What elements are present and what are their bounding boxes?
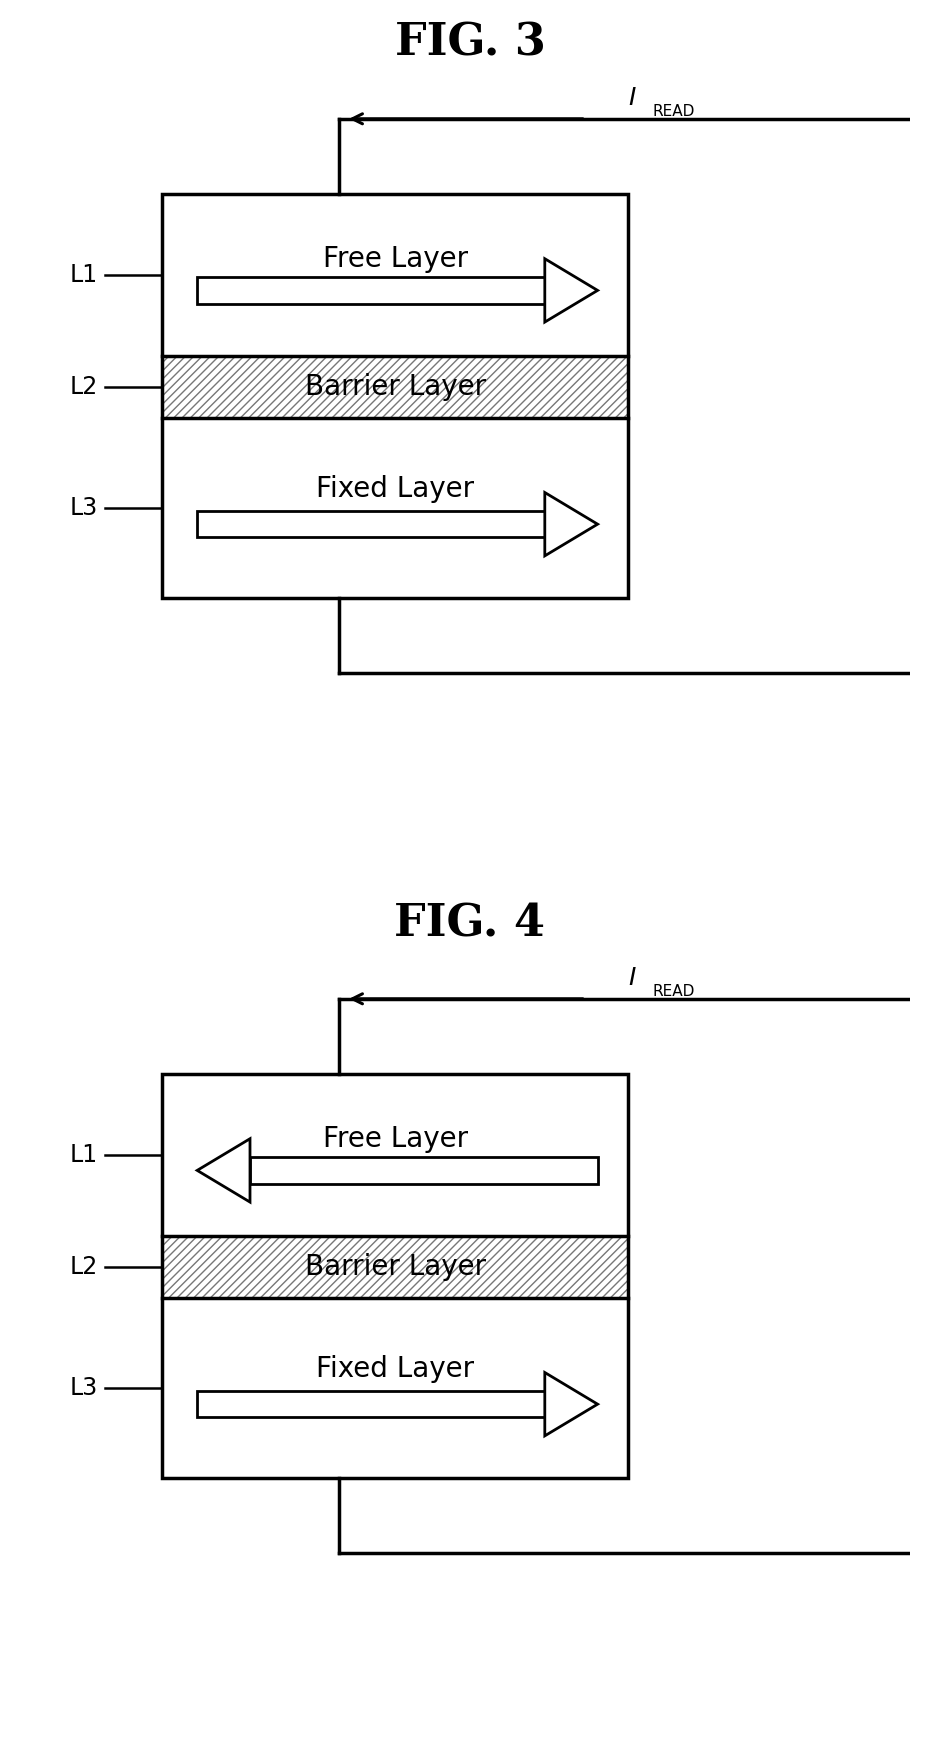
Text: Fixed Layer: Fixed Layer xyxy=(316,475,475,503)
Bar xyxy=(162,1299,629,1478)
Bar xyxy=(162,419,629,598)
Polygon shape xyxy=(545,493,598,556)
Polygon shape xyxy=(197,510,545,537)
Text: Fixed Layer: Fixed Layer xyxy=(316,1355,475,1383)
Polygon shape xyxy=(545,259,598,322)
Text: L2: L2 xyxy=(70,375,98,400)
Text: $I$: $I$ xyxy=(629,86,637,109)
Polygon shape xyxy=(197,1390,545,1417)
Polygon shape xyxy=(250,1158,598,1183)
Text: Free Layer: Free Layer xyxy=(322,245,468,273)
Text: FIG. 3: FIG. 3 xyxy=(395,21,545,65)
Polygon shape xyxy=(545,1373,598,1436)
Text: READ: READ xyxy=(652,984,695,998)
Text: FIG. 4: FIG. 4 xyxy=(395,901,545,945)
Polygon shape xyxy=(197,276,545,303)
Bar xyxy=(162,1074,629,1236)
Text: L3: L3 xyxy=(70,1376,98,1401)
Bar xyxy=(162,1074,629,1478)
Text: Free Layer: Free Layer xyxy=(322,1125,468,1153)
Text: L2: L2 xyxy=(70,1255,98,1280)
Text: $I$: $I$ xyxy=(629,966,637,989)
Polygon shape xyxy=(197,1139,250,1202)
Text: L3: L3 xyxy=(70,496,98,521)
Bar xyxy=(162,194,629,356)
Text: READ: READ xyxy=(652,104,695,118)
Text: Barrier Layer: Barrier Layer xyxy=(305,1253,486,1281)
Bar xyxy=(162,1236,629,1299)
Text: L1: L1 xyxy=(70,262,98,287)
Text: Barrier Layer: Barrier Layer xyxy=(305,373,486,401)
Bar xyxy=(162,194,629,598)
Bar xyxy=(162,356,629,419)
Text: L1: L1 xyxy=(70,1142,98,1167)
